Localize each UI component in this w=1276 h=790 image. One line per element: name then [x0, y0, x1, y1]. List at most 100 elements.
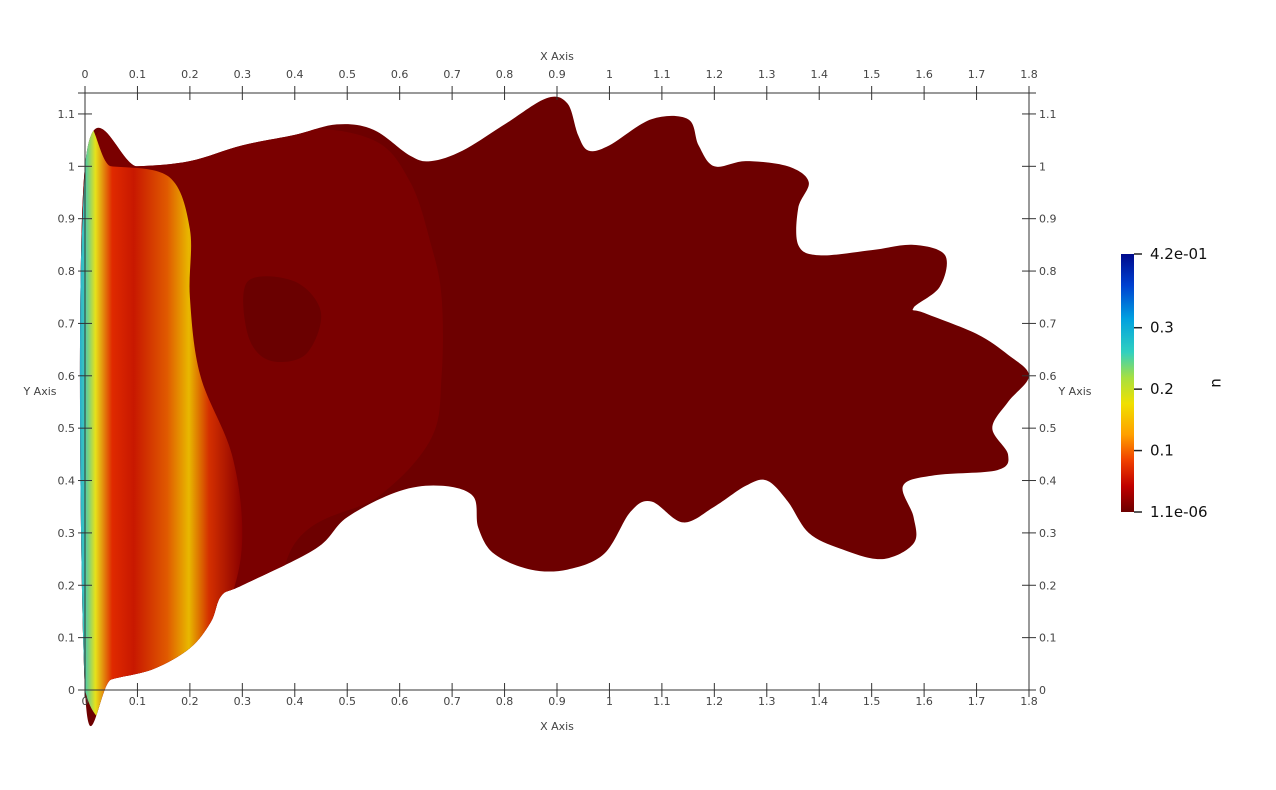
y-tick-left: [78, 683, 92, 697]
colorbar: 4.2e-01 0.3 0.2 0.1 1.1e-06 u: [1121, 245, 1226, 521]
x-tick-bottom: [497, 683, 512, 697]
colorbar-tick-label: 0.1: [1150, 442, 1174, 460]
x-tick-label-top: 0.4: [286, 68, 304, 81]
x-tick-bottom: [235, 683, 250, 697]
x-tick-label-top: 0.5: [338, 68, 356, 81]
x-tick-label-top: 1.8: [1020, 68, 1038, 81]
y-tick-left: [78, 630, 92, 645]
y-tick-left: [78, 525, 92, 540]
x-tick-label-top: 1.1: [653, 68, 671, 81]
x-tick-label-bottom: 0.5: [338, 695, 356, 708]
x-tick-label-bottom: 0.7: [443, 695, 461, 708]
y-tick-label-right: 0: [1039, 684, 1046, 697]
y-tick-label-right: 0.8: [1039, 265, 1057, 278]
y-tick-label-right: 0.1: [1039, 632, 1057, 645]
y-tick-label-right: 0.9: [1039, 213, 1057, 226]
vortex-region: [243, 276, 322, 363]
x-tick-top: [550, 86, 564, 100]
x-tick-top: [445, 86, 460, 100]
y-tick-label-left: 0.8: [58, 265, 76, 278]
y-tick-right: [1022, 316, 1036, 331]
x-tick-top: [78, 86, 92, 100]
x-tick-label-bottom: 1.8: [1020, 695, 1038, 708]
x-tick-top: [864, 86, 879, 100]
x-tick-bottom: [445, 683, 460, 697]
x-tick-bottom: [287, 683, 302, 697]
x-tick-bottom: [707, 683, 722, 697]
x-tick-label-bottom: 0.4: [286, 695, 304, 708]
y-tick-left: [78, 421, 92, 436]
y-tick-left: [78, 211, 92, 226]
inflow-band: [79, 127, 243, 724]
y-tick-label-left: 0.4: [58, 475, 76, 488]
y-tick-right: [1022, 630, 1036, 645]
x-tick-bottom: [340, 683, 355, 697]
x-tick-label-top: 1.3: [758, 68, 776, 81]
colorbar-tick-label: 0.3: [1150, 319, 1174, 337]
x-tick-top: [707, 86, 722, 100]
x-tick-bottom: [864, 683, 879, 697]
x-tick-top: [182, 86, 197, 100]
x-tick-top: [130, 86, 145, 100]
y-tick-label-right: 0.7: [1039, 317, 1057, 330]
x-tick-label-bottom: 1.7: [968, 695, 986, 708]
y-tick-left: [78, 578, 92, 593]
x-tick-top: [602, 86, 617, 100]
x-tick-label-bottom: 0.2: [181, 695, 199, 708]
x-tick-label-top: 0.8: [496, 68, 514, 81]
x-tick-label-top: 1: [606, 68, 613, 81]
y-tick-left: [78, 316, 92, 331]
y-tick-right: [1022, 264, 1036, 279]
y-tick-right: [1022, 211, 1036, 226]
y-tick-label-right: 1: [1039, 160, 1046, 173]
x-tick-label-top: 0.2: [181, 68, 199, 81]
y-tick-label-left: 0.1: [58, 632, 76, 645]
y-tick-right: [1022, 106, 1036, 121]
x-tick-label-bottom: 0.3: [234, 695, 252, 708]
axes: 0 0 0.1 0.1 0.2 0.2 0.3 0.3 0.4 0.4 0.5 0.5 0.6 0.6 0.…: [58, 68, 1057, 708]
x-tick-bottom: [550, 683, 564, 697]
y-tick-label-left: 0.3: [58, 527, 76, 540]
x-tick-label-bottom: 1.4: [810, 695, 828, 708]
x-tick-top: [497, 86, 512, 100]
y-tick-left: [78, 473, 92, 488]
x-tick-label-bottom: 1.5: [863, 695, 881, 708]
x-tick-label-top: 1.6: [915, 68, 933, 81]
x-tick-label-bottom: 0.9: [548, 695, 566, 708]
y-tick-right: [1022, 368, 1036, 383]
x-tick-label-bottom: 1.3: [758, 695, 776, 708]
x-tick-bottom: [602, 683, 617, 697]
x-tick-label-top: 1.5: [863, 68, 881, 81]
solution-field: [79, 96, 1030, 727]
y-tick-right: [1022, 525, 1036, 540]
y-tick-label-left: 0.6: [58, 370, 76, 383]
y-tick-label-left: 0.2: [58, 579, 76, 592]
y-tick-label-left: 1: [68, 160, 75, 173]
x-tick-top: [392, 86, 407, 100]
x-tick-label-top: 0: [82, 68, 89, 81]
y-tick-left: [78, 159, 92, 174]
x-tick-bottom: [969, 683, 984, 697]
colorbar-labels: 4.2e-01 0.3 0.2 0.1 1.1e-06: [1134, 245, 1208, 521]
x-tick-bottom: [182, 683, 197, 697]
y-tick-label-right: 0.4: [1039, 475, 1057, 488]
colorbar-title: u: [1208, 378, 1226, 388]
y-tick-label-right: 1.1: [1039, 108, 1057, 121]
colorbar-tick-label: 1.1e-06: [1150, 503, 1208, 521]
y-axis-title-left: Y Axis: [22, 385, 56, 398]
x-tick-label-top: 1.4: [810, 68, 828, 81]
x-tick-label-bottom: 0.1: [129, 695, 147, 708]
y-tick-left: [78, 106, 92, 121]
y-tick-label-right: 0.6: [1039, 370, 1057, 383]
colorbar-tick-label: 0.2: [1150, 380, 1174, 398]
y-tick-label-left: 0.9: [58, 213, 76, 226]
x-tick-label-top: 0.1: [129, 68, 147, 81]
x-tick-label-top: 0.7: [443, 68, 461, 81]
x-axis-title-top: X Axis: [540, 50, 574, 63]
y-tick-right: [1022, 473, 1036, 488]
x-tick-label-bottom: 1.6: [915, 695, 933, 708]
x-axis-title-bottom: X Axis: [540, 720, 574, 733]
y-tick-label-right: 0.3: [1039, 527, 1057, 540]
x-tick-top: [759, 86, 774, 100]
x-tick-label-bottom: 1: [606, 695, 613, 708]
